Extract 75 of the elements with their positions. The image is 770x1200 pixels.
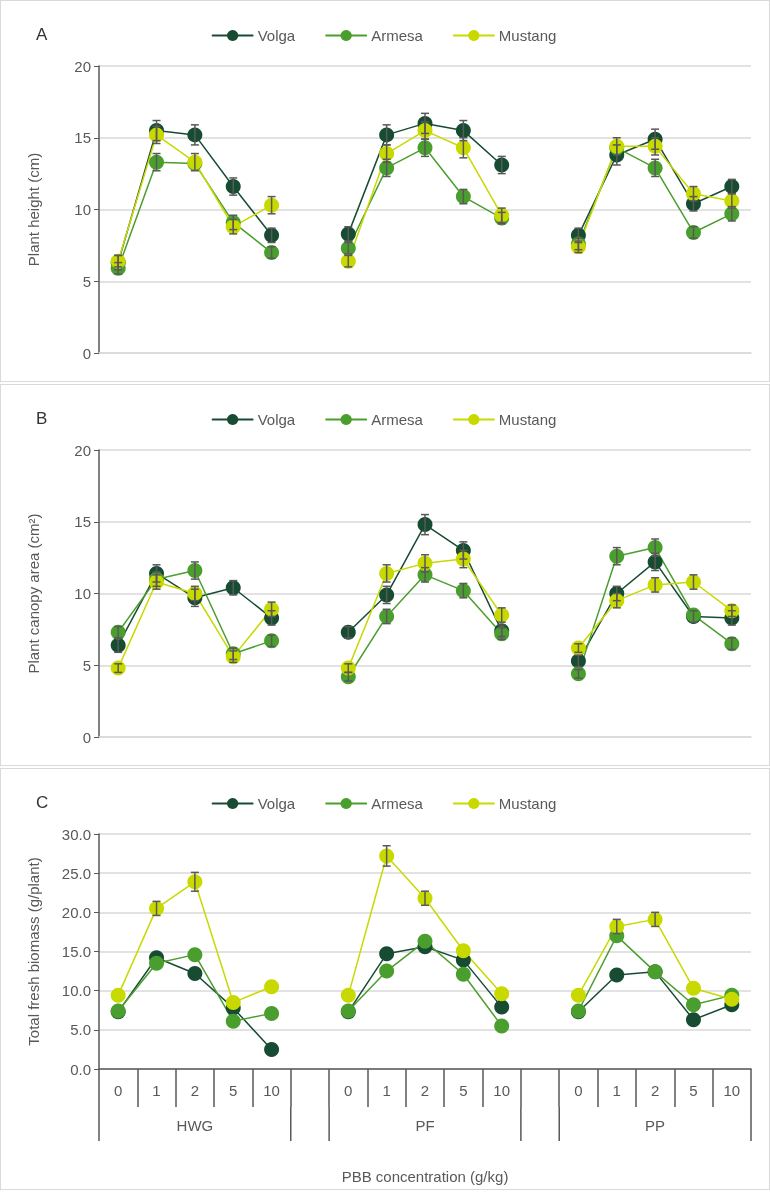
text: PP xyxy=(645,1116,666,1134)
point xyxy=(264,1041,280,1057)
x-tick-label: 10 xyxy=(263,1082,280,1099)
legend-label: Armesa xyxy=(371,411,424,428)
text: PF xyxy=(415,1116,435,1134)
point xyxy=(570,987,586,1003)
y-tick-label: 20 xyxy=(74,57,91,75)
x-tick-label: 5 xyxy=(229,1082,238,1099)
point xyxy=(724,991,740,1007)
x-axis-title: PBB concentration (g/kg) xyxy=(341,1168,509,1185)
point xyxy=(685,980,701,996)
y-axis-title: Total fresh biomass (g/plant) xyxy=(25,857,42,1046)
point xyxy=(609,967,625,983)
point xyxy=(685,997,701,1013)
y-axis-title: Plant height (cm) xyxy=(25,152,42,267)
point xyxy=(340,987,356,1003)
point xyxy=(225,1013,241,1029)
y-tick-label: 5 xyxy=(82,272,91,290)
point xyxy=(379,946,395,962)
point xyxy=(417,933,433,949)
legend-label: Mustang xyxy=(498,27,557,44)
text: HWG xyxy=(176,1116,214,1134)
point xyxy=(187,965,203,981)
y-tick-label: 5 xyxy=(82,656,91,674)
x-tick-label: 5 xyxy=(459,1082,468,1099)
chart-title: B xyxy=(36,409,48,428)
y-tick-label: 0.0 xyxy=(70,1060,91,1078)
point xyxy=(455,943,471,959)
y-tick-label: 15 xyxy=(74,513,91,531)
x-tick-label: 10 xyxy=(723,1082,741,1099)
y-tick-label: 20.0 xyxy=(61,903,91,921)
point xyxy=(379,963,395,979)
point xyxy=(494,986,510,1002)
x-tick-label: 2 xyxy=(420,1082,430,1099)
y-tick-label: 20 xyxy=(74,441,91,459)
point xyxy=(110,987,126,1003)
point xyxy=(187,947,203,963)
y-tick-label: 0 xyxy=(82,344,91,362)
y-tick-label: 10.0 xyxy=(61,982,91,1000)
legend-label: Volga xyxy=(257,411,296,428)
point xyxy=(225,994,241,1010)
x-tick-label: 0 xyxy=(344,1082,353,1099)
point xyxy=(264,1005,280,1021)
x-tick-label: 1 xyxy=(382,1082,391,1099)
y-tick-label: 30.0 xyxy=(61,825,91,843)
point xyxy=(264,979,280,995)
x-tick-label: 2 xyxy=(190,1082,200,1099)
x-tick-label: 5 xyxy=(689,1082,698,1099)
chart-title: A xyxy=(36,25,48,44)
x-tick-label: 0 xyxy=(574,1082,583,1099)
x-tick-label: 1 xyxy=(612,1082,621,1099)
legend-label: Volga xyxy=(257,795,296,812)
x-tick-label: 0 xyxy=(114,1082,123,1099)
y-tick-label: 5.0 xyxy=(70,1021,91,1039)
point xyxy=(149,955,165,971)
y-axis-title: Plant canopy area (cm²) xyxy=(25,513,42,674)
y-tick-label: 10 xyxy=(74,201,91,218)
y-tick-label: 25.0 xyxy=(61,864,91,882)
chart-title: C xyxy=(36,793,49,812)
x-tick-label: 10 xyxy=(493,1082,511,1099)
y-tick-label: 0 xyxy=(82,728,91,746)
legend-label: Armesa xyxy=(371,795,424,812)
point xyxy=(685,1012,701,1028)
point xyxy=(494,999,510,1015)
y-tick-label: 15 xyxy=(74,129,91,147)
legend-label: Mustang xyxy=(498,795,557,812)
y-tick-label: 10 xyxy=(74,585,91,602)
legend-label: Volga xyxy=(257,27,296,44)
x-tick-label: 2 xyxy=(650,1082,660,1099)
y-tick-label: 15.0 xyxy=(61,943,91,960)
point xyxy=(494,1018,510,1034)
legend-label: Mustang xyxy=(498,411,557,428)
x-tick-label: 1 xyxy=(152,1082,161,1099)
point xyxy=(455,966,471,982)
legend-label: Armesa xyxy=(371,27,424,44)
